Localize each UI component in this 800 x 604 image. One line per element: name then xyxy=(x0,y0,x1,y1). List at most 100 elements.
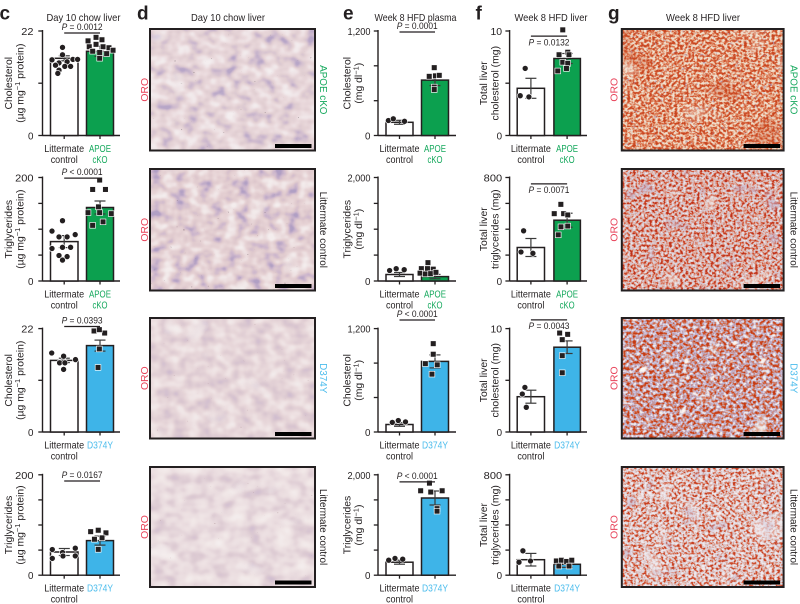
svg-text:APOE: APOE xyxy=(424,290,446,301)
svg-text:22: 22 xyxy=(21,27,33,38)
svg-text:control: control xyxy=(517,595,544,604)
svg-text:control: control xyxy=(51,301,78,312)
svg-text:Total liver: Total liver xyxy=(479,61,490,105)
svg-text:2,000: 2,000 xyxy=(348,471,372,482)
svg-text:d: d xyxy=(137,4,149,25)
svg-text:Cholesterol: Cholesterol xyxy=(4,57,15,110)
svg-text:Triglycerides: Triglycerides xyxy=(343,200,354,259)
svg-text:control: control xyxy=(517,155,544,166)
svg-text:P = 0.0012: P = 0.0012 xyxy=(62,22,103,33)
svg-text:Littermate: Littermate xyxy=(511,584,552,595)
svg-text:(µg mg−1 protein): (µg mg−1 protein) xyxy=(13,190,27,269)
svg-text:ORO: ORO xyxy=(609,515,620,539)
svg-text:0: 0 xyxy=(497,428,503,439)
svg-text:ORO: ORO xyxy=(140,78,151,102)
svg-text:Littermate: Littermate xyxy=(44,584,85,595)
svg-text:APOE: APOE xyxy=(424,144,446,155)
svg-text:Day 10 chow liver: Day 10 chow liver xyxy=(47,12,121,24)
svg-text:control: control xyxy=(517,301,544,312)
svg-text:g: g xyxy=(608,4,620,25)
svg-text:Littermate control: Littermate control xyxy=(787,192,798,268)
svg-text:800: 800 xyxy=(484,471,503,482)
svg-text:cKO: cKO xyxy=(93,155,108,166)
svg-text:Littermate: Littermate xyxy=(380,144,421,155)
svg-text:P < 0.0001: P < 0.0001 xyxy=(62,167,103,178)
svg-text:P = 0.0043: P = 0.0043 xyxy=(529,321,570,332)
svg-text:P = 0.0001: P = 0.0001 xyxy=(397,21,438,32)
svg-text:0: 0 xyxy=(28,571,34,582)
svg-text:0: 0 xyxy=(497,571,503,582)
svg-text:1,200: 1,200 xyxy=(348,27,372,38)
svg-text:APOE: APOE xyxy=(89,290,111,301)
svg-text:control: control xyxy=(51,595,78,604)
svg-text:Littermate: Littermate xyxy=(511,441,552,452)
svg-text:Littermate: Littermate xyxy=(44,290,85,301)
svg-text:Cholesterol: Cholesterol xyxy=(343,354,354,407)
svg-text:0: 0 xyxy=(365,277,371,288)
svg-text:Littermate: Littermate xyxy=(511,144,552,155)
svg-text:10: 10 xyxy=(491,27,503,38)
svg-text:P = 0.0167: P = 0.0167 xyxy=(62,470,103,481)
svg-text:D374Y: D374Y xyxy=(317,363,328,394)
svg-text:D374Y: D374Y xyxy=(554,584,580,595)
svg-text:Littermate: Littermate xyxy=(380,290,421,301)
svg-text:Total liver: Total liver xyxy=(479,207,490,251)
svg-text:cKO: cKO xyxy=(560,301,575,312)
svg-text:0: 0 xyxy=(497,277,503,288)
svg-text:cholesterol (mg): cholesterol (mg) xyxy=(491,46,502,121)
svg-text:APOE: APOE xyxy=(556,290,578,301)
svg-text:(µg mg−1 protein): (µg mg−1 protein) xyxy=(13,485,27,564)
svg-text:0: 0 xyxy=(365,428,371,439)
svg-text:D374Y: D374Y xyxy=(422,584,448,595)
svg-text:cKO: cKO xyxy=(93,301,108,312)
svg-text:D374Y: D374Y xyxy=(422,441,448,452)
svg-text:Week 8 HFD liver: Week 8 HFD liver xyxy=(515,12,588,24)
svg-text:control: control xyxy=(386,595,413,604)
svg-text:APOE cKO: APOE cKO xyxy=(317,65,328,115)
svg-text:control: control xyxy=(386,155,413,166)
svg-text:Triglycerides: Triglycerides xyxy=(4,200,15,259)
svg-text:Littermate: Littermate xyxy=(380,584,421,595)
svg-text:Day 10 chow liver: Day 10 chow liver xyxy=(191,12,265,24)
svg-text:ORO: ORO xyxy=(140,515,151,539)
svg-text:P = 0.0393: P = 0.0393 xyxy=(62,316,103,327)
svg-text:P < 0.0001: P < 0.0001 xyxy=(397,471,438,482)
svg-text:control: control xyxy=(386,452,413,463)
svg-text:0: 0 xyxy=(28,428,34,439)
svg-text:APOE: APOE xyxy=(89,144,111,155)
svg-text:control: control xyxy=(386,301,413,312)
svg-text:Total liver: Total liver xyxy=(479,503,490,547)
svg-text:control: control xyxy=(51,452,78,463)
svg-text:P = 0.0132: P = 0.0132 xyxy=(529,37,570,48)
svg-text:ORO: ORO xyxy=(140,366,151,390)
svg-text:control: control xyxy=(51,155,78,166)
svg-text:2,000: 2,000 xyxy=(348,174,372,185)
svg-text:D374Y: D374Y xyxy=(554,441,580,452)
svg-text:Littermate control: Littermate control xyxy=(317,489,328,565)
svg-text:800: 800 xyxy=(484,174,503,185)
svg-text:Littermate control: Littermate control xyxy=(317,192,328,268)
svg-text:ORO: ORO xyxy=(140,218,151,242)
svg-text:Triglycerides: Triglycerides xyxy=(4,496,15,555)
svg-text:Week 8 HFD plasma: Week 8 HFD plasma xyxy=(375,12,457,24)
svg-text:triglycerides (mg): triglycerides (mg) xyxy=(491,485,502,565)
svg-text:P < 0.0001: P < 0.0001 xyxy=(397,309,438,320)
svg-text:e: e xyxy=(343,4,354,25)
svg-text:0: 0 xyxy=(497,132,503,143)
svg-text:0: 0 xyxy=(365,132,371,143)
svg-text:ORO: ORO xyxy=(609,78,620,102)
svg-text:Cholesterol: Cholesterol xyxy=(343,57,354,110)
svg-text:ORO: ORO xyxy=(609,218,620,242)
svg-text:c: c xyxy=(0,4,11,25)
svg-text:0: 0 xyxy=(28,132,34,143)
svg-text:D374Y: D374Y xyxy=(87,584,113,595)
svg-text:control: control xyxy=(517,452,544,463)
svg-text:200: 200 xyxy=(15,471,34,482)
svg-text:APOE: APOE xyxy=(556,144,578,155)
svg-text:Littermate: Littermate xyxy=(380,441,421,452)
svg-text:Cholesterol: Cholesterol xyxy=(4,354,15,407)
svg-text:Littermate: Littermate xyxy=(44,441,85,452)
svg-text:1,200: 1,200 xyxy=(348,325,372,336)
svg-text:Littermate control: Littermate control xyxy=(787,489,798,565)
svg-text:Littermate: Littermate xyxy=(44,144,85,155)
